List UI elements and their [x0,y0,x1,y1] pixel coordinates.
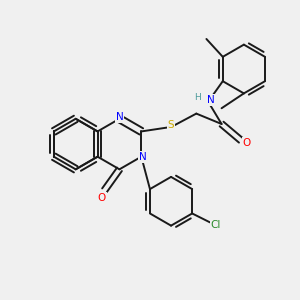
Text: N: N [207,95,215,105]
Text: N: N [139,152,147,162]
Text: N: N [116,112,123,122]
Text: O: O [98,193,106,202]
Text: Cl: Cl [211,220,221,230]
Text: O: O [243,138,251,148]
Text: S: S [168,121,174,130]
Text: H: H [194,93,201,102]
